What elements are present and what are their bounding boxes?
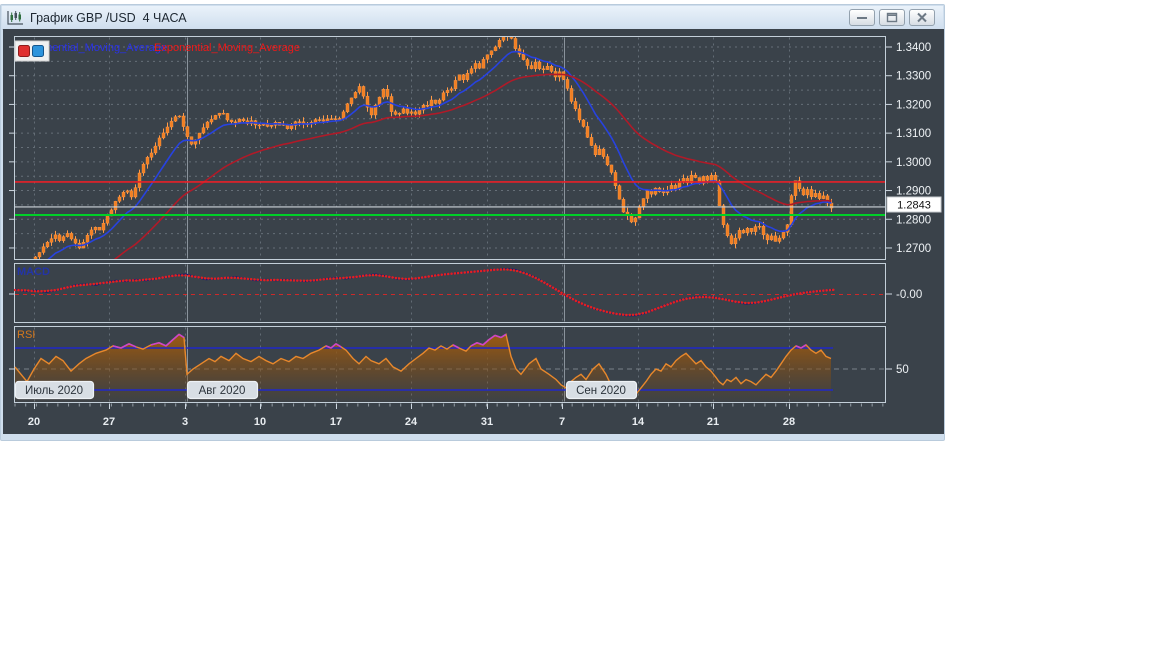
x-axis-label: 3 — [182, 416, 188, 428]
month-label: Авг 2020 — [199, 385, 246, 397]
price-axis-label: 1.3400 — [896, 42, 931, 54]
price-axis-label: 1.3100 — [896, 128, 931, 140]
month-label-box: Сен 2020 — [565, 380, 638, 400]
macd-panel-label: MACD — [17, 266, 50, 278]
window-titlebar[interactable]: График GBP /USD 4 ЧАСА — [2, 6, 943, 30]
month-label-box: Авг 2020 — [186, 380, 259, 400]
restore-icon — [886, 12, 898, 23]
month-label: Июль 2020 — [25, 385, 83, 397]
window-title: График GBP /USD 4 ЧАСА — [30, 10, 187, 25]
chart-client-area: Exponential_Moving_Average Exponential_M… — [3, 29, 944, 434]
x-axis-label: 14 — [632, 416, 645, 428]
price-axis-label: 1.2800 — [896, 214, 931, 226]
legend-swatch-red[interactable] — [18, 45, 30, 57]
x-axis-label: 24 — [405, 416, 418, 428]
rsi-panel-label: RSI — [17, 329, 35, 341]
x-axis-label: 21 — [707, 416, 719, 428]
x-axis-label: 27 — [103, 416, 115, 428]
macd-axis-value: -0.00 — [896, 289, 922, 301]
legend-label-ema-slow: Exponential_Moving_Average — [154, 42, 300, 54]
x-axis-label: 28 — [783, 416, 795, 428]
current-price-tag: 1.2843 — [886, 196, 942, 213]
close-button[interactable] — [909, 9, 935, 26]
legend-label-ema-fast: Exponential_Moving_Average — [21, 42, 167, 54]
close-icon — [917, 12, 927, 23]
month-label-box: Июль 2020 — [14, 380, 95, 400]
candlestick-chart-icon — [7, 11, 23, 25]
x-axis-label: 17 — [330, 416, 342, 428]
x-axis-label: 10 — [254, 416, 266, 428]
chart-canvas[interactable]: Exponential_Moving_Average Exponential_M… — [3, 29, 944, 434]
current-price-label: 1.2843 — [897, 200, 931, 212]
chart-window: График GBP /USD 4 ЧАСА — [0, 4, 945, 441]
price-axis-label: 1.2700 — [896, 243, 931, 255]
legend-swatch-blue[interactable] — [32, 45, 44, 57]
month-label: Сен 2020 — [576, 385, 626, 397]
x-axis-label: 7 — [559, 416, 565, 428]
legend-swatch-box[interactable] — [14, 40, 50, 62]
x-axis-label: 20 — [28, 416, 40, 428]
price-axis-label: 1.3200 — [896, 99, 931, 111]
price-axis-label: 1.2900 — [896, 186, 931, 198]
price-axis-label: 1.3300 — [896, 71, 931, 83]
price-axis-label: 1.3000 — [896, 157, 931, 169]
restore-button[interactable] — [879, 9, 905, 26]
minimize-button[interactable] — [849, 9, 875, 26]
x-axis-label: 31 — [481, 416, 493, 428]
rsi-axis-value: 50 — [896, 364, 909, 376]
minimize-icon — [857, 17, 867, 19]
window-controls — [849, 9, 935, 26]
